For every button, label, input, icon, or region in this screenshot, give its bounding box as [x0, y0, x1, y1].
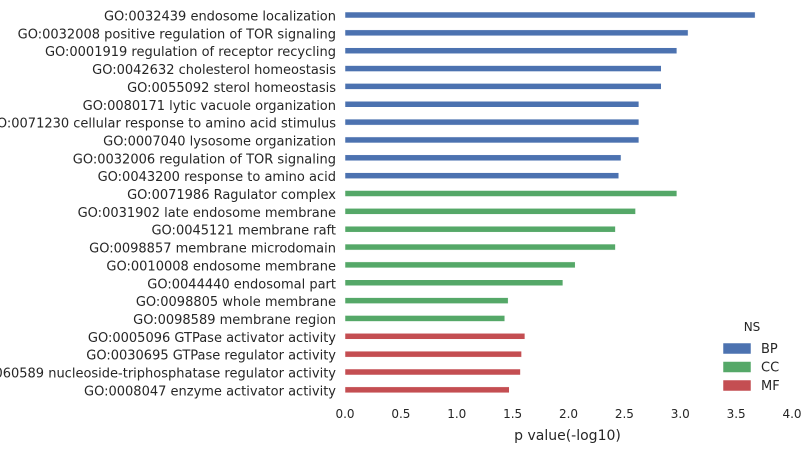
- y-axis-tick-labels: GO:0032439 endosome localization GO:00320…: [0, 10, 336, 400]
- y-tick-label: GO:0031902 late endosome membrane: [78, 206, 336, 221]
- y-tick-label: GO:0045121 membrane raft: [151, 224, 336, 239]
- bar-cc: [344, 225, 616, 233]
- y-tick-label: GO:0032006 regulation of TOR signaling: [73, 152, 336, 167]
- bar-cc: [344, 315, 506, 322]
- x-tick-label: 3.0: [671, 407, 690, 421]
- y-tick-label: GO:0032439 endosome localization: [104, 10, 336, 25]
- bar-mf: [344, 386, 510, 394]
- bar-cc: [344, 279, 564, 286]
- x-tick-label: 2.5: [615, 407, 634, 421]
- bar-cc: [344, 297, 509, 304]
- bar-bp: [344, 101, 640, 108]
- y-tick-label: GO:0032008 positive regulation of TOR si…: [18, 27, 336, 42]
- x-tick-label: 0.5: [391, 407, 410, 421]
- bar-mf: [344, 368, 521, 376]
- bar-cc: [344, 190, 678, 197]
- x-axis-label: p value(-log10): [514, 428, 621, 444]
- y-tick-label: GO:0042632 cholesterol homeostasis: [92, 63, 336, 78]
- bar-bp: [344, 154, 622, 162]
- y-tick-label: GO:0030695 GTPase regulator activity: [86, 349, 336, 364]
- bar-bp: [344, 118, 640, 126]
- y-tick-label: GO:0080171 lytic vacuole organization: [83, 99, 336, 114]
- bar-bp: [344, 11, 756, 19]
- y-tick-label: GO:0010008 endosome membrane: [106, 259, 336, 274]
- bar-bp: [344, 172, 620, 179]
- bars-group: [344, 11, 756, 394]
- y-tick-label: GO:0043200 response to amino acid: [98, 170, 336, 185]
- legend-swatch-bp: [722, 342, 752, 355]
- y-tick-label: GO:0005096 GTPase activator activity: [88, 331, 336, 346]
- x-tick-label: 1.0: [447, 407, 466, 421]
- bar-cc: [344, 208, 636, 215]
- bar-bp: [344, 136, 640, 144]
- legend-swatch-cc: [722, 361, 752, 373]
- y-tick-label: GO:0008047 enzyme activator activity: [84, 384, 336, 399]
- y-tick-label: GO:0060589 nucleoside-triphosphatase reg…: [0, 367, 336, 382]
- legend-label: BP: [761, 342, 778, 357]
- legend: NS BP CC MF: [722, 320, 780, 394]
- legend-title: NS: [744, 320, 761, 334]
- y-tick-label: GO:0007040 lysosome organization: [103, 134, 336, 149]
- legend-swatch-mf: [722, 379, 752, 392]
- y-tick-label: GO:0098805 whole membrane: [136, 295, 336, 310]
- y-tick-label: GO:0098589 membrane region: [133, 313, 336, 328]
- bar-cc: [344, 243, 616, 251]
- y-tick-label: GO:0001919 regulation of receptor recycl…: [45, 45, 336, 60]
- bar-mf: [344, 333, 526, 340]
- bar-bp: [344, 83, 662, 90]
- bar-bp: [344, 47, 678, 54]
- legend-label: CC: [761, 361, 779, 376]
- y-tick-label: GO:0055092 sterol homeostasis: [127, 81, 336, 96]
- x-tick-label: 2.0: [559, 407, 578, 421]
- bar-bp: [344, 65, 662, 72]
- y-tick-label: GO:0098857 membrane microdomain: [89, 242, 336, 257]
- bar-cc: [344, 261, 576, 269]
- bar-mf: [344, 350, 522, 358]
- x-axis-tick-labels: 0.0 0.5 1.0 1.5 2.0 2.5 3.0 3.5 4.0: [335, 407, 801, 421]
- x-tick-label: 0.0: [335, 407, 354, 421]
- y-tick-label: GO:0071230 cellular response to amino ac…: [0, 117, 336, 132]
- x-tick-label: 3.5: [727, 407, 746, 421]
- y-tick-label: GO:0071986 Ragulator complex: [127, 188, 336, 203]
- legend-label: MF: [761, 379, 780, 394]
- x-tick-label: 1.5: [503, 407, 522, 421]
- x-tick-label: 4.0: [782, 407, 801, 421]
- bar-bp: [344, 29, 689, 37]
- y-tick-label: GO:0044440 endosomal part: [147, 277, 336, 292]
